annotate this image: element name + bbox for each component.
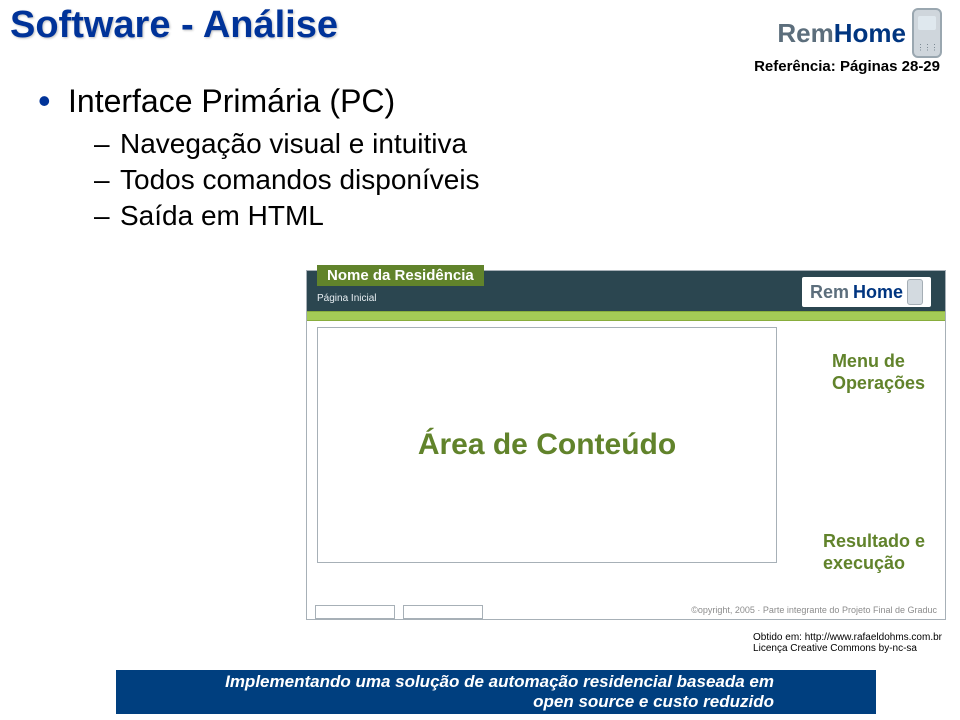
residencia-label: Nome da Residência	[317, 265, 484, 286]
wireframe-phone-icon	[907, 279, 923, 305]
phone-icon	[912, 8, 942, 58]
footer-line-1: Implementando uma solução de automação r…	[225, 672, 774, 692]
page-number: 12	[920, 683, 942, 706]
wireframe-outer: Nome da Residência Página Inicial RemHom…	[306, 270, 946, 620]
wireframe-foot-box	[315, 605, 395, 619]
bullet-l2-1: Todos comandos disponíveis	[94, 164, 480, 196]
bullet-l1: Interface Primária (PC)	[38, 80, 480, 122]
wireframe-logo-rem: Rem	[810, 282, 849, 303]
credit-line-2: Licença Creative Commons by-nc-sa	[753, 643, 942, 654]
wireframe-foot-boxes	[315, 605, 483, 619]
footer-line-2: open source e custo reduzido	[533, 692, 774, 712]
wireframe-logo-home: Home	[853, 282, 903, 303]
wireframe: Nome da Residência Página Inicial RemHom…	[306, 270, 946, 640]
wireframe-logo: RemHome	[802, 277, 931, 307]
bullet-l2-0: Navegação visual e intuitiva	[94, 128, 480, 160]
bullet-l2-2: Saída em HTML	[94, 200, 480, 232]
brand-logo: RemHome	[777, 8, 942, 58]
resultado-label: Resultado e execução	[823, 531, 925, 574]
bullet-list: Interface Primária (PC) Navegação visual…	[38, 80, 480, 236]
reference-label: Referência: Páginas 28-29	[754, 58, 940, 75]
wireframe-content-box: Área de Conteúdo	[317, 327, 777, 563]
wireframe-greenbar	[307, 311, 945, 321]
credit-line-1: Obtido em: http://www.rafaeldohms.com.br	[753, 632, 942, 643]
menu-operacoes-label: Menu de Operações	[832, 351, 925, 394]
brand-home: Home	[834, 18, 906, 48]
brand-text: RemHome	[777, 18, 906, 49]
wireframe-foot-box	[403, 605, 483, 619]
reference-prefix: Referência:	[754, 58, 840, 75]
reference-value: Páginas 28-29	[840, 58, 940, 75]
page-title: Software - Análise	[10, 4, 338, 47]
credits: Obtido em: http://www.rafaeldohms.com.br…	[753, 632, 942, 654]
footer-bar: Implementando uma solução de automação r…	[116, 670, 876, 714]
slide: Software - Análise RemHome Referência: P…	[0, 0, 960, 720]
brand-rem: Rem	[777, 18, 833, 48]
wireframe-copyright: ©opyright, 2005 · Parte integrante do Pr…	[691, 605, 937, 615]
area-label: Área de Conteúdo	[418, 428, 676, 462]
pagina-inicial-label: Página Inicial	[317, 293, 376, 304]
